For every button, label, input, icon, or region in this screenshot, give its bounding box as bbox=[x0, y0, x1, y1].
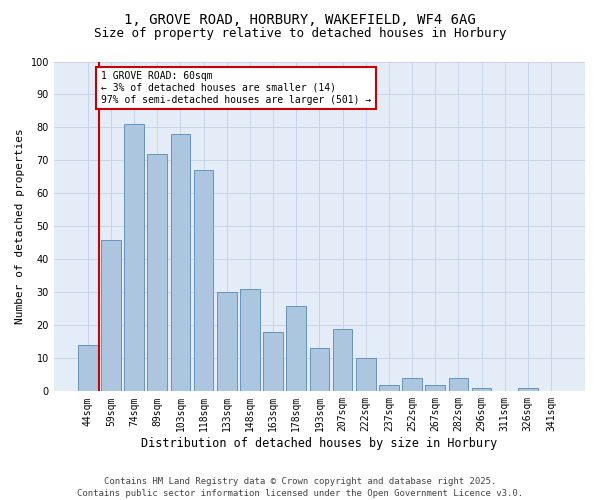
Bar bbox=[170, 134, 190, 392]
Text: Contains HM Land Registry data © Crown copyright and database right 2025.
Contai: Contains HM Land Registry data © Crown c… bbox=[77, 476, 523, 498]
Bar bbox=[402, 378, 422, 392]
Bar bbox=[124, 124, 144, 392]
Bar bbox=[310, 348, 329, 392]
X-axis label: Distribution of detached houses by size in Horbury: Distribution of detached houses by size … bbox=[141, 437, 497, 450]
Bar bbox=[333, 328, 352, 392]
Bar bbox=[263, 332, 283, 392]
Bar bbox=[240, 289, 260, 392]
Text: Size of property relative to detached houses in Horbury: Size of property relative to detached ho… bbox=[94, 28, 506, 40]
Bar bbox=[472, 388, 491, 392]
Bar bbox=[148, 154, 167, 392]
Bar bbox=[379, 384, 399, 392]
Bar bbox=[356, 358, 376, 392]
Y-axis label: Number of detached properties: Number of detached properties bbox=[15, 128, 25, 324]
Bar bbox=[217, 292, 236, 392]
Bar bbox=[449, 378, 468, 392]
Bar bbox=[518, 388, 538, 392]
Bar bbox=[78, 345, 98, 392]
Text: 1 GROVE ROAD: 60sqm
← 3% of detached houses are smaller (14)
97% of semi-detache: 1 GROVE ROAD: 60sqm ← 3% of detached hou… bbox=[101, 72, 371, 104]
Bar bbox=[101, 240, 121, 392]
Text: 1, GROVE ROAD, HORBURY, WAKEFIELD, WF4 6AG: 1, GROVE ROAD, HORBURY, WAKEFIELD, WF4 6… bbox=[124, 12, 476, 26]
Bar bbox=[425, 384, 445, 392]
Bar bbox=[286, 306, 306, 392]
Bar bbox=[194, 170, 214, 392]
